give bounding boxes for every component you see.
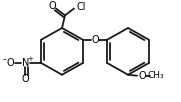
Text: O: O	[21, 74, 29, 84]
Text: N: N	[22, 58, 29, 68]
Text: Cl: Cl	[76, 2, 86, 12]
Text: O: O	[91, 35, 99, 45]
Text: CH₃: CH₃	[148, 71, 164, 80]
Text: -: -	[3, 54, 6, 64]
Text: O: O	[48, 1, 56, 11]
Text: +: +	[27, 56, 33, 62]
Text: O: O	[138, 71, 146, 81]
Text: O: O	[6, 58, 14, 68]
